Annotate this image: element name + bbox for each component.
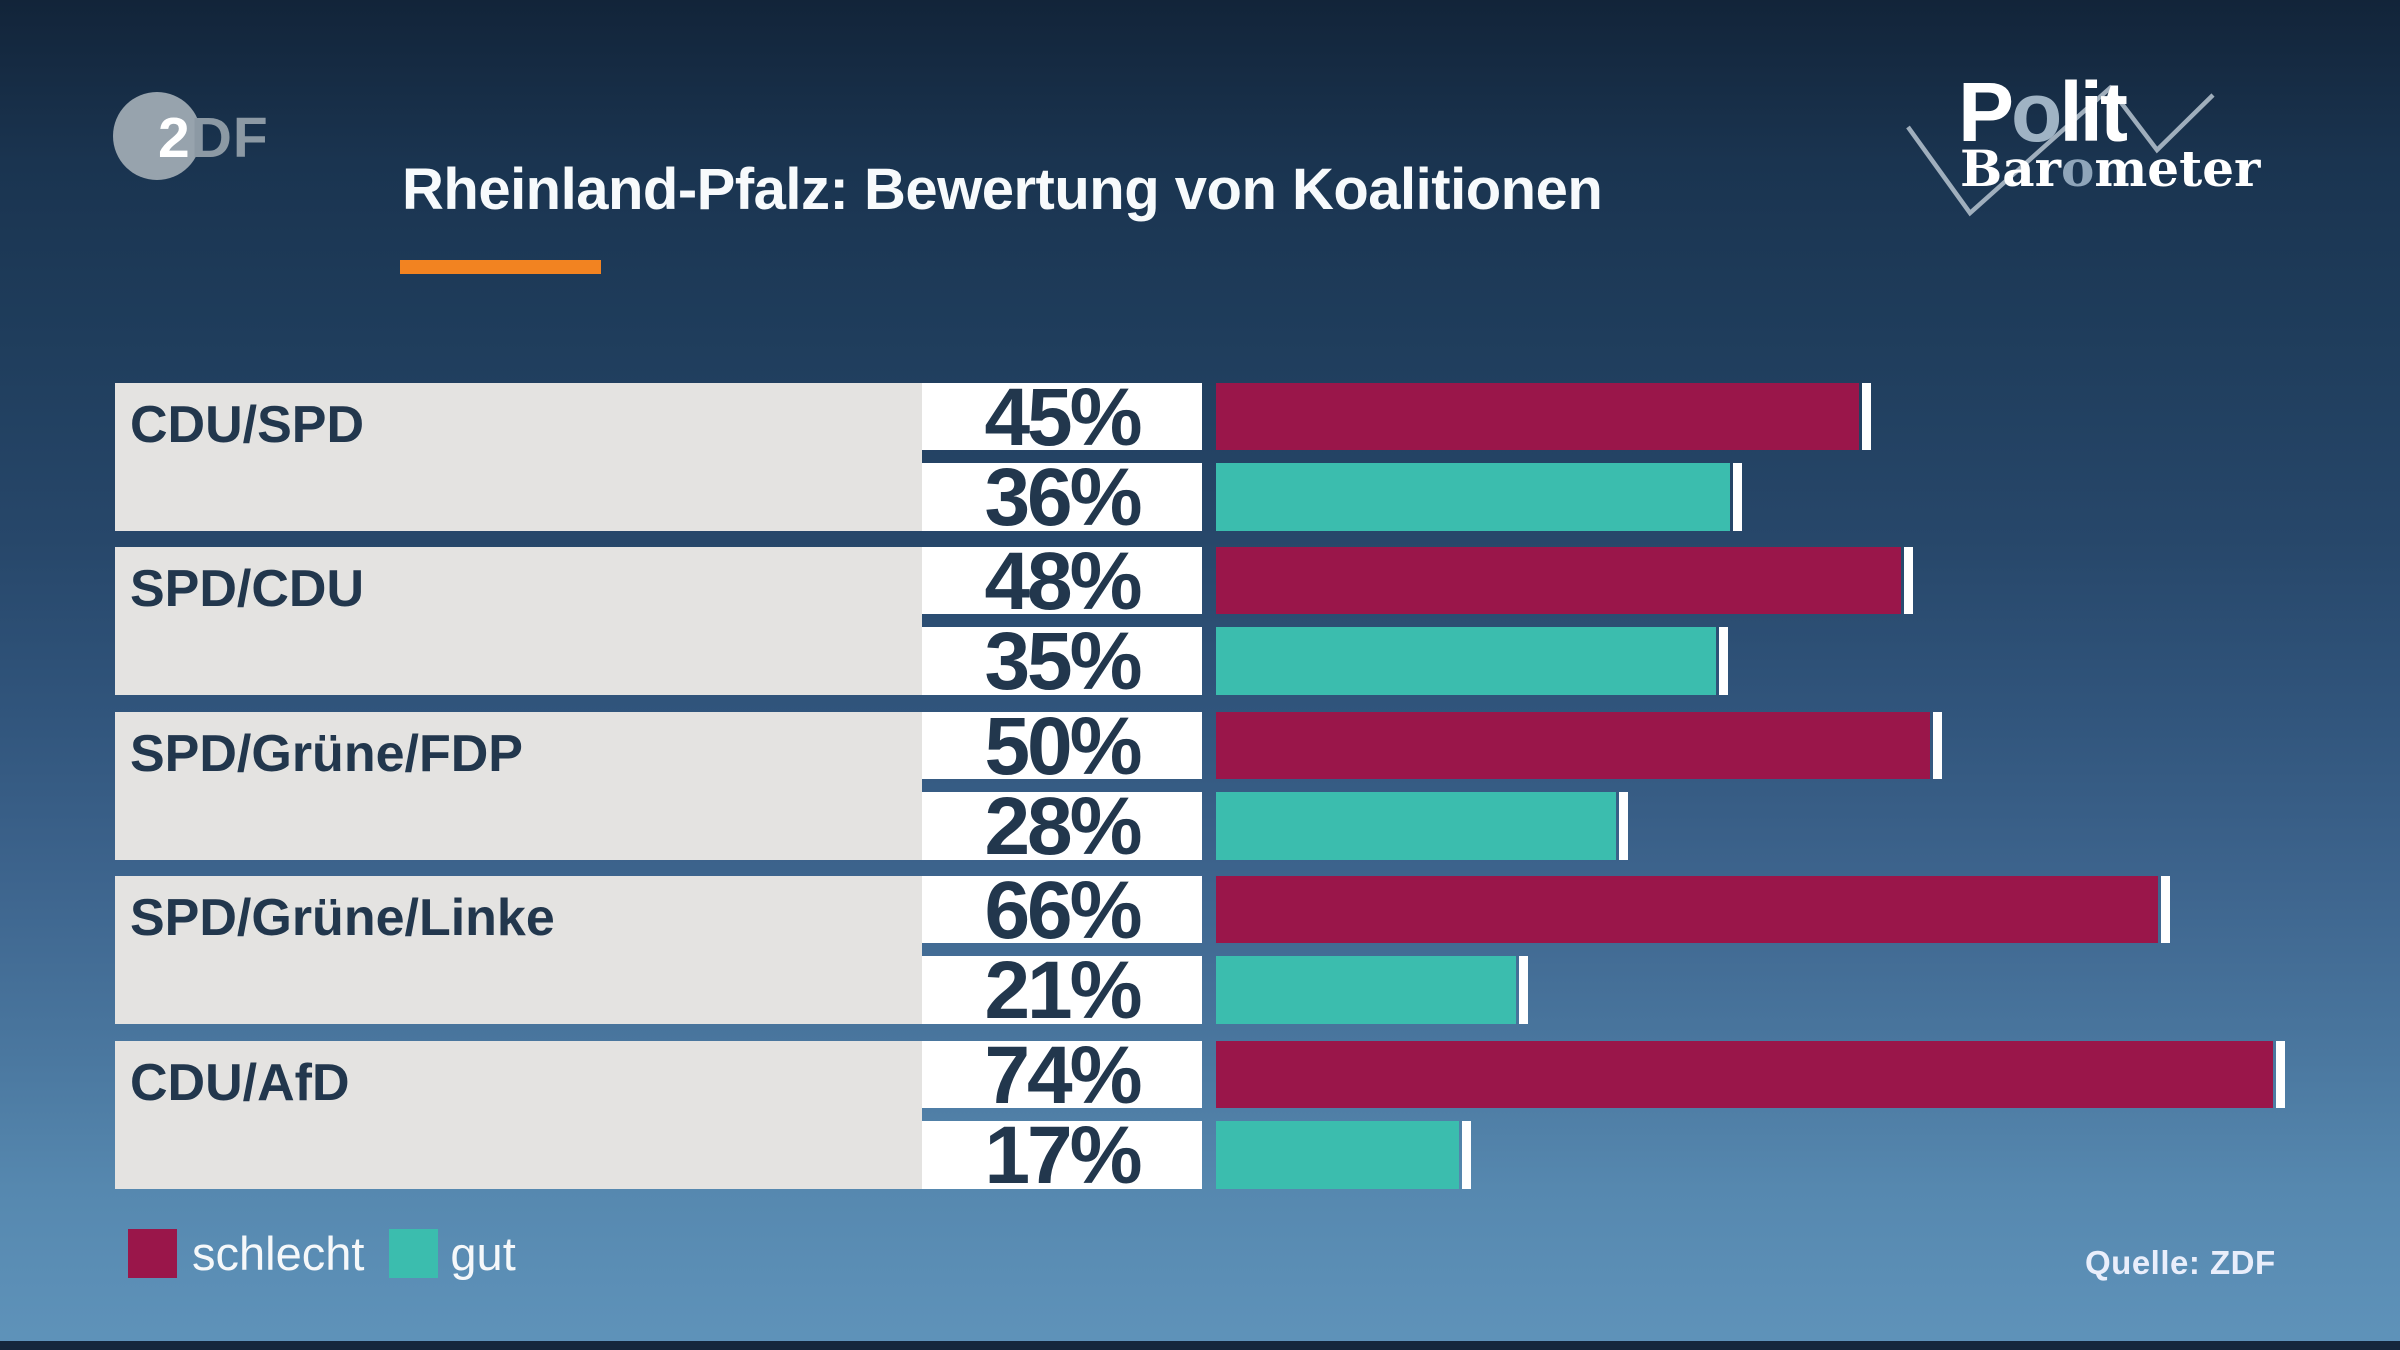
coalition-label-box: SPD/Grüne/Linke	[115, 876, 922, 1024]
value-gut: 17%	[984, 1110, 1142, 1201]
bar-schlecht	[1216, 547, 1913, 614]
value-schlecht: 45%	[984, 372, 1142, 463]
pb-o2: o	[2061, 139, 2095, 198]
chart-legend: schlecht gut	[128, 1229, 516, 1278]
bar-schlecht	[1216, 383, 1871, 450]
coalition-label-box: SPD/Grüne/FDP	[115, 712, 922, 860]
bar-gut	[1216, 463, 1742, 531]
coalition-label-box: CDU/SPD	[115, 383, 922, 531]
coalition-row: CDU/AfD 74% 17%	[115, 1030, 2285, 1201]
coalition-label: SPD/Grüne/FDP	[130, 725, 523, 783]
pb-meter: meter	[2094, 139, 2261, 198]
pb-lit: lit	[2059, 65, 2128, 159]
value-gut: 28%	[984, 781, 1142, 872]
coalition-label-box: SPD/CDU	[115, 547, 922, 695]
value-schlecht: 66%	[984, 865, 1142, 956]
bar-end-cap	[1462, 1121, 1471, 1189]
value-gut: 21%	[984, 945, 1142, 1036]
title-underline	[400, 260, 601, 274]
value-box-schlecht: 74%	[922, 1030, 1202, 1121]
politbarometer-wordmark-polit: Polit	[1958, 70, 2128, 154]
value-schlecht: 50%	[984, 701, 1142, 792]
value-box-schlecht: 45%	[922, 372, 1202, 463]
legend-swatch-schlecht	[128, 1229, 177, 1278]
value-box-schlecht: 66%	[922, 865, 1202, 956]
bar-gut	[1216, 627, 1728, 695]
chart-rows: CDU/SPD 45% 36% SPD/CDU 48% 35% SPD/Grün…	[115, 372, 2285, 1201]
zdf-wordmark-2: 2	[158, 106, 191, 170]
bar-schlecht	[1216, 712, 1942, 779]
bar-end-cap	[2276, 1041, 2285, 1108]
bar-gut	[1216, 792, 1628, 860]
value-box-schlecht: 50%	[922, 701, 1202, 792]
checkmark-zigzag-icon	[1906, 84, 2215, 217]
coalition-row: SPD/CDU 48% 35%	[115, 536, 2285, 707]
bar-schlecht	[1216, 1041, 2285, 1108]
bar-end-cap	[1904, 547, 1913, 614]
value-schlecht: 74%	[984, 1030, 1142, 1121]
page-title: Rheinland-Pfalz: Bewertung von Koalition…	[402, 157, 1603, 222]
politbarometer-logo: Polit Barometer	[1890, 60, 2260, 220]
legend-label-schlecht: schlecht	[192, 1227, 365, 1280]
bottom-edge-strip	[0, 1341, 2400, 1350]
coalition-label: SPD/CDU	[130, 560, 365, 618]
value-box-gut: 21%	[922, 945, 1202, 1036]
bar-end-cap	[1619, 792, 1628, 860]
coalition-row: SPD/Grüne/Linke 66% 21%	[115, 865, 2285, 1036]
coalition-label: CDU/AfD	[130, 1054, 350, 1112]
zdf-circle-icon	[113, 92, 201, 180]
value-gut: 36%	[984, 452, 1142, 543]
politbarometer-wordmark-barometer: Barometer	[1960, 144, 2260, 194]
value-gut: 35%	[984, 616, 1142, 707]
coalition-label: SPD/Grüne/Linke	[130, 889, 555, 947]
value-box-gut: 28%	[922, 781, 1202, 872]
source-credit: Quelle: ZDF	[2085, 1244, 2276, 1281]
bar-gut	[1216, 956, 1528, 1024]
coalition-row: CDU/SPD 45% 36%	[115, 372, 2285, 543]
pb-o1: o	[2011, 65, 2062, 159]
coalition-row: SPD/Grüne/FDP 50% 28%	[115, 701, 2285, 872]
bar-schlecht	[1216, 876, 2170, 943]
legend-label-gut: gut	[450, 1227, 516, 1280]
pb-p: P	[1958, 65, 2014, 159]
value-box-schlecht: 48%	[922, 536, 1202, 627]
bar-end-cap	[1733, 463, 1742, 531]
zdf-logo: 2DF	[113, 92, 333, 182]
value-box-gut: 36%	[922, 452, 1202, 543]
bar-gut	[1216, 1121, 1471, 1189]
coalition-label: CDU/SPD	[130, 396, 365, 454]
value-box-gut: 17%	[922, 1110, 1202, 1201]
bar-end-cap	[1519, 956, 1528, 1024]
pb-bar: Bar	[1960, 139, 2062, 198]
value-schlecht: 48%	[984, 536, 1142, 627]
legend-swatch-gut	[389, 1229, 439, 1278]
bar-end-cap	[1862, 383, 1871, 450]
zdf-wordmark: 2DF	[158, 110, 269, 167]
coalition-label-box: CDU/AfD	[115, 1041, 922, 1189]
bar-end-cap	[2161, 876, 2170, 943]
bar-end-cap	[1933, 712, 1942, 779]
bar-end-cap	[1719, 627, 1728, 695]
value-box-gut: 35%	[922, 616, 1202, 707]
zdf-wordmark-df: DF	[190, 106, 269, 170]
